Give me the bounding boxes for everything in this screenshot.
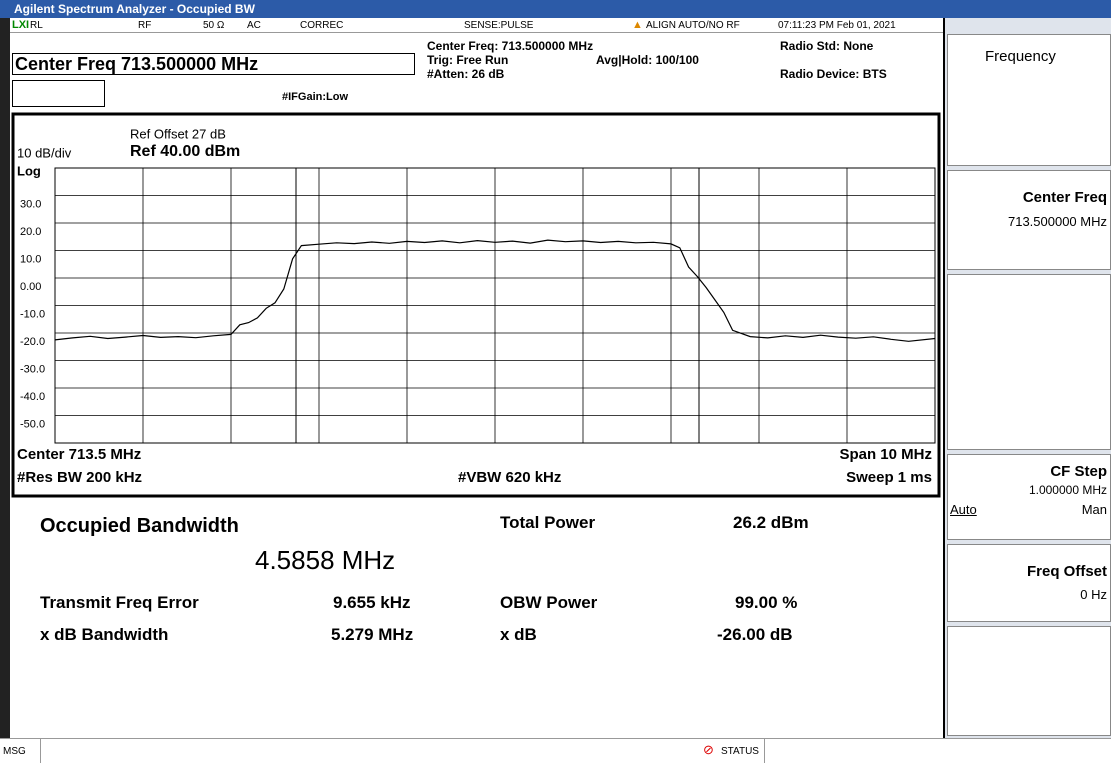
obw-label: Occupied Bandwidth <box>40 515 239 537</box>
freq-offset-label: Freq Offset <box>1026 563 1107 580</box>
graph-frame <box>11 112 941 498</box>
cf-step-label: CF Step <box>1050 463 1107 480</box>
title-bar <box>0 0 1111 18</box>
correc: CORREC <box>300 20 344 31</box>
impedance: 50 Ω <box>203 20 225 31</box>
cf-step-key[interactable] <box>947 454 1111 540</box>
y-tick-label: -20.0 <box>20 336 45 348</box>
total-power-label: Total Power <box>500 513 596 532</box>
y-tick-label: -10.0 <box>20 308 45 320</box>
scale: 10 dB/div <box>17 145 72 160</box>
window-title: Agilent Spectrum Analyzer - Occupied BW <box>14 2 255 16</box>
left-edge <box>0 18 10 738</box>
sense: SENSE:PULSE <box>464 20 534 31</box>
center-freq-key-label: Center Freq <box>1022 189 1107 206</box>
status-icon: ⊘ <box>703 742 714 757</box>
center-freq-key-value: 713.500000 MHz <box>1007 214 1107 229</box>
y-tick-label: 10.0 <box>20 253 41 265</box>
cf-step-man[interactable]: Man <box>1081 502 1107 517</box>
xdb-value: -26.00 dB <box>717 625 793 644</box>
center-freq-box[interactable] <box>12 53 415 75</box>
datetime: 07:11:23 PM Feb 01, 2021 <box>778 20 896 31</box>
obw-value: 4.5858 MHz <box>255 545 396 575</box>
center-freq: Center Freq 713.500000 MHz <box>15 54 259 74</box>
msg: MSG <box>3 746 26 757</box>
ref-level: Ref 40.00 dBm <box>130 143 240 160</box>
center-label: Center 713.5 MHz <box>17 446 141 463</box>
y-tick-label: 0.00 <box>20 281 41 293</box>
atten: #Atten: 26 dB <box>427 67 505 81</box>
scale-type: Log <box>17 163 41 178</box>
span-label: Span 10 MHz <box>839 446 932 463</box>
y-tick-label: 20.0 <box>20 226 41 238</box>
radio-device: Radio Device: BTS <box>780 67 887 81</box>
xdb-bw-label: x dB Bandwidth <box>40 625 169 644</box>
total-power-value: 26.2 dBm <box>733 513 809 532</box>
rf: RF <box>138 20 152 31</box>
center-freq-key[interactable] <box>947 170 1111 270</box>
divider <box>764 738 765 763</box>
radio-std: Radio Std: None <box>780 39 874 53</box>
sweep-label: Sweep 1 ms <box>846 469 932 486</box>
menu-title: Frequency <box>985 48 1056 65</box>
xdb-label: x dB <box>500 625 537 644</box>
y-tick-label: -30.0 <box>20 363 45 375</box>
obw-power-label: OBW Power <box>500 593 598 612</box>
cf-step-auto[interactable]: Auto <box>950 502 977 517</box>
freq-offset-key[interactable] <box>947 544 1111 622</box>
freq-offset-value: 0 Hz <box>1080 587 1107 602</box>
y-tick-label: -40.0 <box>20 391 45 403</box>
input-box[interactable] <box>12 80 105 107</box>
obw-power-value: 99.00 % <box>735 593 798 612</box>
trace <box>54 239 936 342</box>
status: STATUS <box>721 746 759 757</box>
vbw-label: #VBW 620 kHz <box>458 469 561 486</box>
empty-key[interactable] <box>947 274 1111 450</box>
ref-offset: Ref Offset 27 dB <box>130 126 226 141</box>
y-tick-label: 30.0 <box>20 198 41 210</box>
coupling: AC <box>247 20 261 31</box>
trig: Trig: Free Run <box>427 53 509 67</box>
divider <box>40 738 41 763</box>
menu-header <box>947 34 1111 166</box>
y-tick-label: -50.0 <box>20 418 45 430</box>
spectrum-chart: Ref Offset 27 dB 10 dB/div Ref 40.00 dBm… <box>11 112 941 498</box>
bottom-bar <box>0 738 1111 763</box>
warning-icon: ▲ <box>632 19 643 31</box>
avg-hold: Avg|Hold: 100/100 <box>596 53 699 67</box>
cf-step-value: 1.000000 MHz <box>1028 483 1107 497</box>
rl: RL <box>30 20 43 31</box>
ifgain: #IFGain:Low <box>282 91 348 103</box>
empty-key[interactable] <box>947 626 1111 736</box>
align: ALIGN AUTO/NO RF <box>646 20 740 31</box>
center-freq-info: Center Freq: 713.500000 MHz <box>427 39 594 53</box>
lxi-icon: LXI <box>12 19 30 31</box>
freq-error-value: 9.655 kHz <box>333 593 411 612</box>
xdb-bw-value: 5.279 MHz <box>331 625 414 644</box>
rbw-label: #Res BW 200 kHz <box>17 469 142 486</box>
freq-error-label: Transmit Freq Error <box>40 593 199 612</box>
status-row <box>10 18 943 33</box>
